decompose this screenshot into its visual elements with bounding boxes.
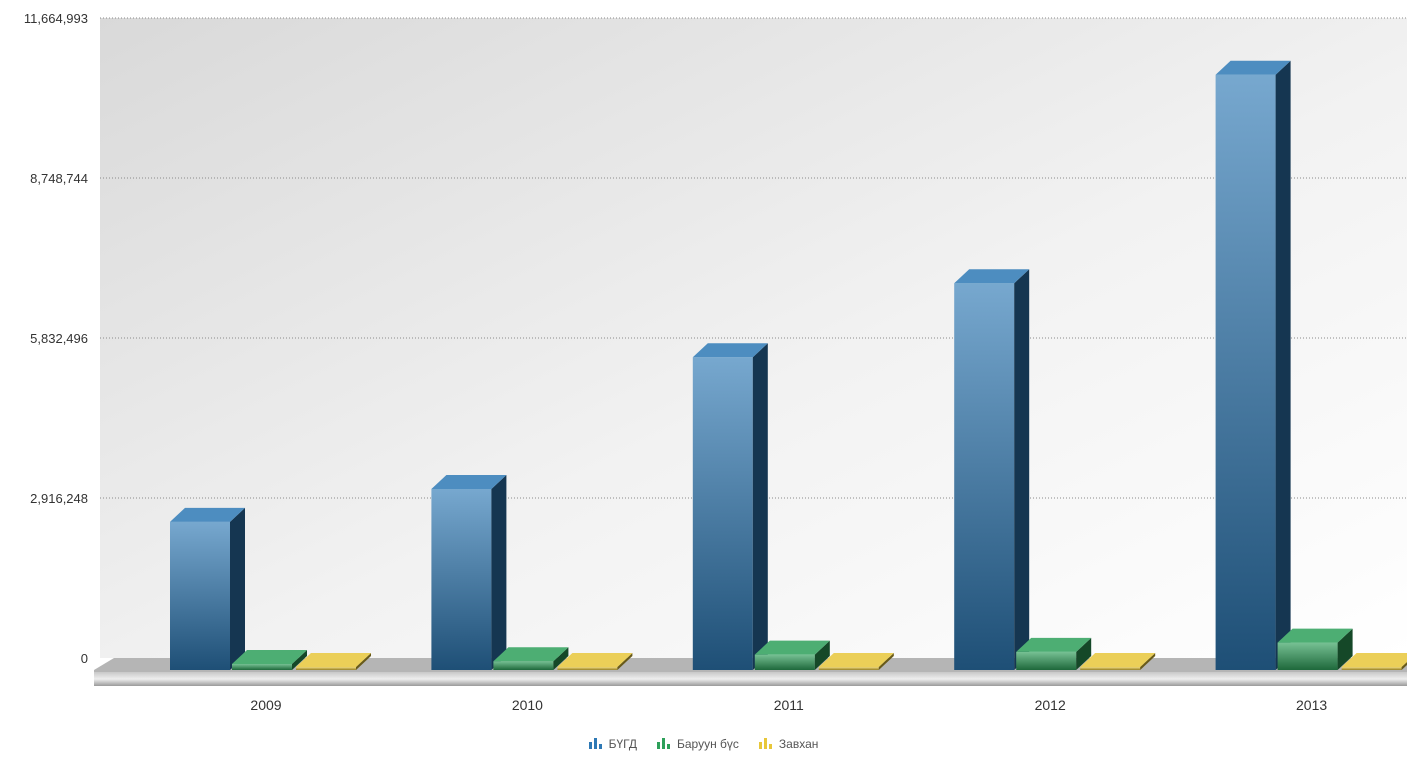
bar-top xyxy=(754,640,830,655)
legend-item: Баруун бүс xyxy=(656,736,739,751)
y-tick-label: 11,664,993 xyxy=(24,11,88,26)
bar-side xyxy=(878,653,894,670)
bar-top xyxy=(954,269,1030,284)
bar-top xyxy=(818,653,894,667)
bar-2013-series-2 xyxy=(1341,653,1407,670)
bar-2010-series-2 xyxy=(557,653,633,670)
bar-front xyxy=(954,283,1015,670)
bar-top xyxy=(557,653,633,667)
bar-front xyxy=(493,661,554,670)
bar-top xyxy=(431,474,507,489)
legend-item: Завхан xyxy=(758,736,819,751)
y-tick-label: 2,916,248 xyxy=(30,491,88,506)
bar-top xyxy=(493,647,569,662)
bar-top xyxy=(170,507,245,522)
bar-front xyxy=(1215,74,1276,670)
bar-side xyxy=(1076,637,1092,670)
bar-side xyxy=(814,640,830,670)
bar-side xyxy=(1275,60,1291,671)
legend-label: Завхан xyxy=(778,737,819,751)
bar-front xyxy=(754,654,815,670)
bar-front xyxy=(818,667,879,670)
bar-2010-series-1 xyxy=(493,647,569,670)
legend-label: БҮГД xyxy=(608,737,637,751)
bar-front xyxy=(1341,667,1402,670)
y-tick-label: 8,748,744 xyxy=(30,171,88,186)
bar-side xyxy=(491,474,507,670)
bar-top xyxy=(692,343,768,358)
bar-side xyxy=(356,653,371,670)
bar-2009-series-2 xyxy=(296,653,371,670)
bar-top xyxy=(1016,637,1092,652)
chart-floor-front xyxy=(94,672,1407,686)
x-tick-label: 2011 xyxy=(774,697,804,713)
bar-top xyxy=(1341,653,1407,667)
bar-side xyxy=(292,649,307,670)
bar-2011-series-2 xyxy=(818,653,894,670)
bar-chart-icon xyxy=(588,738,602,749)
x-tick-label: 2012 xyxy=(1035,697,1066,713)
bar-side xyxy=(230,507,245,670)
bar-front xyxy=(557,667,618,670)
bar-side xyxy=(752,343,768,670)
bar-2013-series-1 xyxy=(1277,628,1353,670)
bar-top xyxy=(232,649,307,664)
bar-2010-series-0 xyxy=(431,474,507,670)
bar-side xyxy=(1337,628,1353,670)
bar-top xyxy=(296,653,371,667)
bar-2012-series-0 xyxy=(954,269,1030,670)
bar-front xyxy=(232,663,292,670)
x-tick-label: 2013 xyxy=(1296,697,1327,713)
x-tick-label: 2009 xyxy=(250,697,281,713)
bar-side xyxy=(617,653,633,670)
legend-item: БҮГД xyxy=(588,736,637,751)
bar-side xyxy=(1014,269,1030,670)
bar-top xyxy=(1277,628,1353,643)
bar-top xyxy=(1080,653,1156,667)
bar-2013-series-0 xyxy=(1215,60,1291,671)
bar-2011-series-0 xyxy=(692,343,768,670)
bar-2009-series-1 xyxy=(232,649,307,670)
bar-front xyxy=(692,357,753,670)
bar-top xyxy=(1215,60,1291,75)
bar-front xyxy=(1080,667,1141,670)
bar-side xyxy=(1140,653,1156,670)
bar-2012-series-2 xyxy=(1080,653,1156,670)
y-tick-label: 0 xyxy=(81,651,88,666)
bar-2012-series-1 xyxy=(1016,637,1092,670)
bar-side xyxy=(553,647,569,670)
bar-front xyxy=(296,667,356,670)
bar-side xyxy=(1401,661,1407,670)
bar-front xyxy=(431,488,492,670)
bar-2011-series-1 xyxy=(754,640,830,670)
x-tick-label: 2010 xyxy=(512,697,543,713)
bar-chart-icon xyxy=(656,738,670,749)
bar-front xyxy=(1016,651,1077,670)
legend-label: Баруун бүс xyxy=(676,737,739,751)
bar-front xyxy=(170,521,230,670)
bar-2009-series-0 xyxy=(170,507,245,670)
chart-legend: БҮГД Баруун бүс Завхан xyxy=(0,736,1407,751)
y-tick-label: 5,832,496 xyxy=(30,331,88,346)
bar-chart-icon xyxy=(758,738,772,749)
bar-front xyxy=(1277,642,1338,670)
